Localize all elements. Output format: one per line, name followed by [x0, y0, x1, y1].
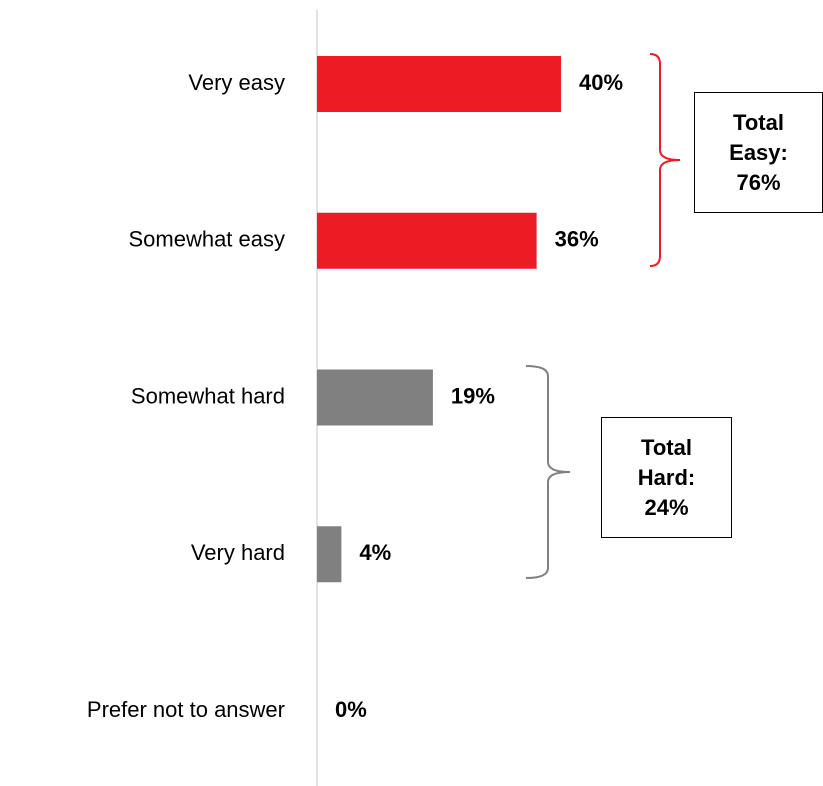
bracket	[649, 53, 681, 267]
bar	[317, 212, 537, 269]
annotation-box: Total Easy: 76%	[694, 92, 823, 213]
annotation: Total Easy: 76%	[729, 109, 788, 195]
value-label: 4%	[359, 540, 391, 565]
value-label: 19%	[451, 383, 495, 408]
bar	[317, 56, 561, 112]
category-label: Somewhat hard	[131, 383, 285, 408]
bar	[317, 369, 433, 426]
bar	[317, 526, 342, 583]
category-label: Somewhat easy	[128, 227, 285, 252]
value-label: 36%	[555, 227, 599, 252]
value-label: 0%	[335, 697, 367, 722]
bracket	[525, 365, 571, 579]
category-label: Prefer not to answer	[87, 697, 285, 722]
category-label: Very easy	[188, 70, 285, 95]
annotation: Total Hard: 24%	[637, 434, 696, 520]
annotation-box: Total Hard: 24%	[601, 417, 732, 538]
value-label: 40%	[579, 70, 623, 95]
category-label: Very hard	[191, 540, 285, 565]
